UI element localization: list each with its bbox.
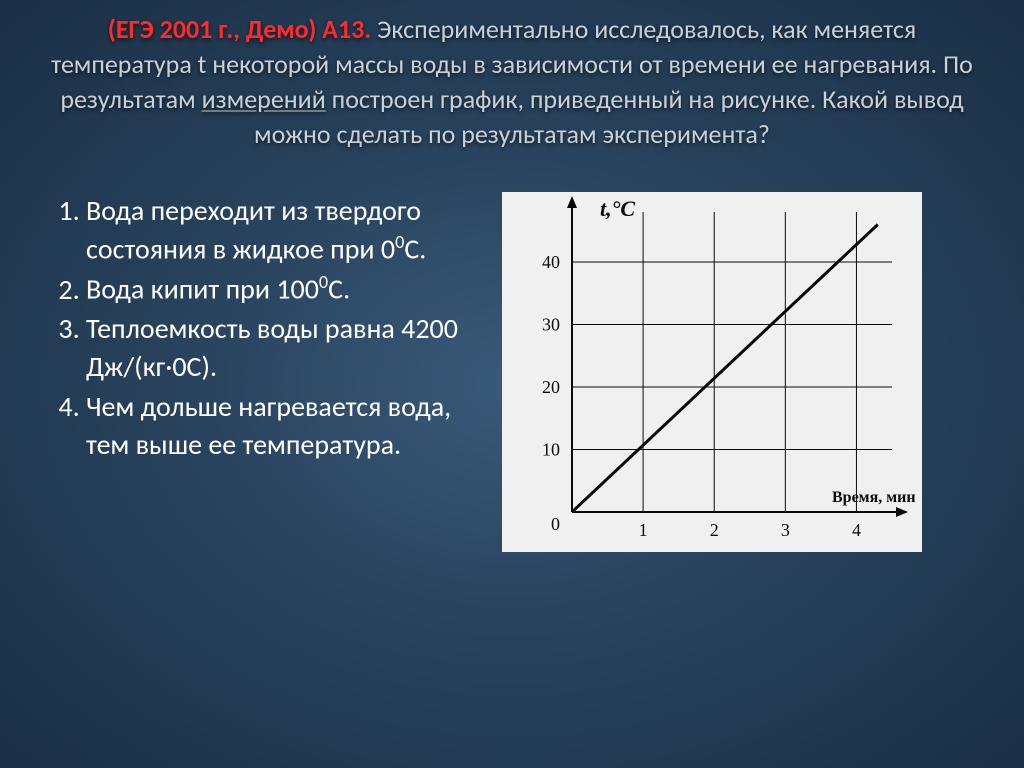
question-title: (ЕГЭ 2001 г., Демо) А13. Экспериментальн… (36, 12, 988, 152)
options-list: Вода переходит из твердого состояния в ж… (52, 192, 472, 463)
svg-text:0: 0 (551, 514, 560, 534)
svg-text:3: 3 (781, 520, 790, 540)
svg-text:10: 10 (542, 440, 560, 460)
content-row: Вода переходит из твердого состояния в ж… (36, 192, 988, 552)
chart-svg: 1020304012340t,°CВремя, мин (502, 192, 922, 552)
svg-text:Время, мин: Время, мин (832, 489, 916, 506)
svg-text:30: 30 (542, 315, 560, 335)
svg-text:40: 40 (542, 252, 560, 272)
chart-container: 1020304012340t,°CВремя, мин (502, 192, 922, 552)
answer-options: Вода переходит из твердого состояния в ж… (52, 192, 472, 465)
svg-text:2: 2 (710, 520, 719, 540)
option-item: Теплоемкость воды равна 4200 Дж/(кг·0С). (86, 310, 472, 386)
title-prefix: (ЕГЭ 2001 г., Демо) А13. (108, 13, 372, 45)
option-item: Вода кипит при 1000С. (86, 270, 472, 308)
svg-text:1: 1 (639, 520, 648, 540)
option-item: Чем дольше нагревается вода, тем выше ее… (86, 388, 472, 464)
svg-text:20: 20 (542, 377, 560, 397)
svg-text:t,°C: t,°C (600, 196, 635, 221)
option-item: Вода переходит из твердого состояния в ж… (86, 192, 472, 268)
slide: (ЕГЭ 2001 г., Демо) А13. Экспериментальн… (0, 0, 1024, 768)
svg-text:4: 4 (852, 520, 861, 540)
